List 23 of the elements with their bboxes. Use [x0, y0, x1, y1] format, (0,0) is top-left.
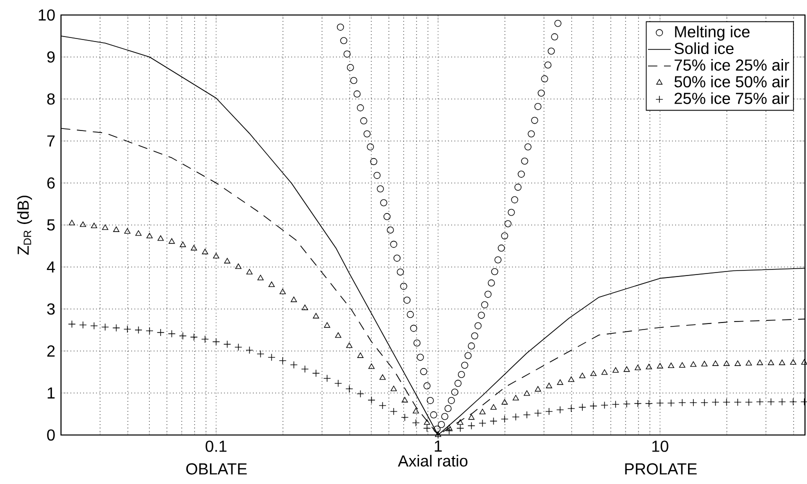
text: OBLATE [186, 463, 247, 475]
legend-label: 75% ice 25% air [674, 59, 790, 71]
y-tick-label: 3 [47, 303, 55, 315]
legend-label: 50% ice 50% air [674, 76, 790, 88]
y-tick-label: 2 [47, 345, 55, 357]
y-tick-label: 9 [47, 51, 55, 63]
x-tick-label: 1 [434, 440, 442, 452]
y-tick-label: 7 [47, 135, 55, 146]
legend-label: Melting ice [675, 26, 750, 41]
y-tick-label: 10 [38, 9, 55, 21]
text: PROLATE [625, 463, 697, 475]
legend-label: 25% ice 75% air [674, 92, 790, 104]
y-axis-title: Z$_{DR}$ (dB) [17, 196, 32, 255]
y-tick-label: 1 [48, 387, 55, 398]
y-tick-label: 6 [47, 177, 55, 189]
legend-label: Solid ice [674, 42, 734, 54]
y-tick-label: 0 [47, 429, 55, 441]
x-tick-label: 10 [652, 440, 668, 452]
x-tick-label: 0.1 [206, 440, 226, 452]
y-tick-label: 8 [47, 93, 55, 105]
y-tick-label: 5 [47, 219, 55, 231]
y-tick-label: 4 [46, 261, 55, 272]
x-axis-title: Axial ratio [398, 454, 468, 467]
